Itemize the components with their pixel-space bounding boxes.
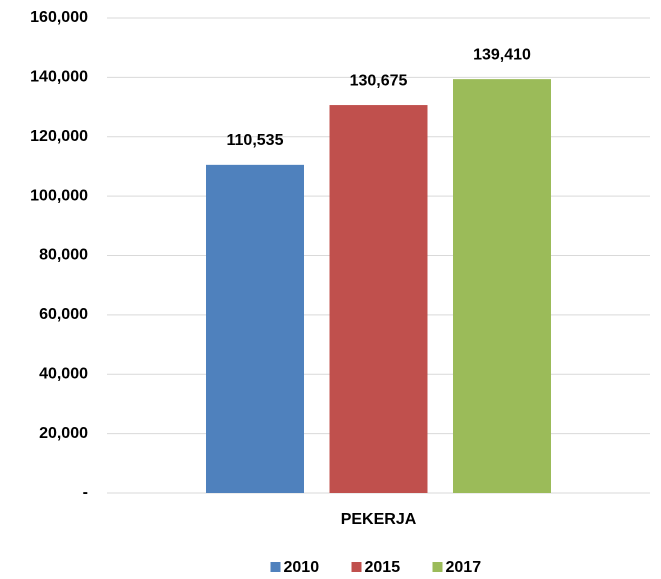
- data-label: 110,535: [227, 132, 284, 149]
- y-tick-label: 60,000: [39, 306, 88, 323]
- data-label: 130,675: [350, 72, 408, 89]
- y-tick-label: 100,000: [30, 187, 88, 204]
- legend-swatch: [270, 562, 281, 572]
- bar: [453, 79, 551, 494]
- legend-label: 2017: [446, 559, 482, 576]
- legend-label: 2010: [284, 559, 320, 576]
- y-tick-label: 120,000: [30, 128, 88, 145]
- y-tick-label: 140,000: [30, 69, 88, 86]
- legend-label: 2015: [365, 559, 401, 576]
- data-label: 139,410: [473, 46, 531, 63]
- y-tick-label: 80,000: [39, 247, 88, 264]
- y-tick-label: 160,000: [30, 9, 88, 26]
- y-tick-label: -: [83, 484, 88, 501]
- legend-swatch: [432, 562, 443, 572]
- x-tick-label: PEKERJA: [341, 511, 417, 528]
- y-tick-label: 20,000: [39, 425, 88, 442]
- bar: [206, 164, 304, 493]
- bar: [329, 105, 428, 493]
- y-tick-label: 40,000: [39, 365, 88, 382]
- legend-swatch: [351, 562, 362, 572]
